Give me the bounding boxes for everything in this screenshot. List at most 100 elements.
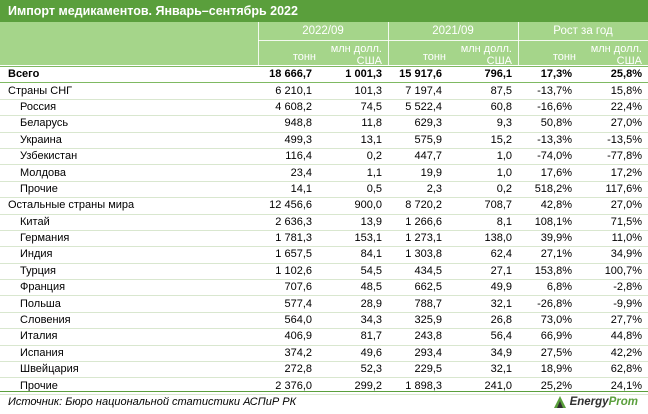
row-spacer <box>200 99 258 117</box>
cell-tonnes-2021: 15 917,6 <box>388 65 448 84</box>
row-spacer <box>200 328 258 346</box>
cell-usd-2022: 28,9 <box>318 295 388 313</box>
cell-growth-usd: -2,8% <box>578 279 648 297</box>
cell-usd-2022: 153,1 <box>318 230 388 248</box>
energyprom-logo: EnergyProm <box>553 394 638 410</box>
cell-tonnes-2022: 577,4 <box>258 295 318 313</box>
cell-usd-2021: 26,8 <box>448 312 518 330</box>
cell-tonnes-2021: 1 266,6 <box>388 214 448 231</box>
cell-usd-2022: 11,8 <box>318 115 388 133</box>
cell-growth-tonnes: 6,8% <box>518 279 578 297</box>
table-row: Словения 564,0 34,3 325,9 26,8 73,0% 27,7% <box>0 312 648 330</box>
row-label: Германия <box>0 230 200 248</box>
row-label: Беларусь <box>0 115 200 133</box>
cell-growth-usd: 42,2% <box>578 345 648 363</box>
cell-growth-tonnes: 153,8% <box>518 263 578 281</box>
cell-usd-2021: 34,9 <box>448 345 518 363</box>
row-label: Всего <box>0 65 200 84</box>
cell-usd-2022: 1 001,3 <box>318 65 388 84</box>
row-spacer <box>200 246 258 264</box>
cell-tonnes-2021: 447,7 <box>388 148 448 166</box>
cell-growth-usd: 100,7% <box>578 263 648 281</box>
cell-usd-2021: 241,0 <box>448 377 518 395</box>
cell-tonnes-2021: 1 273,1 <box>388 230 448 248</box>
cell-growth-tonnes: 66,9% <box>518 328 578 346</box>
cell-usd-2021: 60,8 <box>448 99 518 117</box>
table-row: Всего 18 666,7 1 001,3 15 917,6 796,1 17,3% 25… <box>0 65 648 84</box>
cell-usd-2021: 1,0 <box>448 148 518 166</box>
cell-tonnes-2022: 1 102,6 <box>258 263 318 281</box>
row-label: Прочие <box>0 377 200 395</box>
table-row: Италия 406,9 81,7 243,8 56,4 66,9% 44,8% <box>0 328 648 346</box>
row-spacer <box>200 164 258 182</box>
cell-tonnes-2021: 325,9 <box>388 312 448 330</box>
logo-text: EnergyProm <box>569 396 638 408</box>
table-row: Узбекистан 116,4 0,2 447,7 1,0 -74,0% -77,8% <box>0 148 648 166</box>
cell-growth-usd: 22,4% <box>578 99 648 117</box>
row-spacer <box>200 132 258 149</box>
row-spacer <box>200 295 258 313</box>
cell-growth-tonnes: 25,2% <box>518 377 578 395</box>
table-row: Германия 1 781,3 153,1 1 273,1 138,0 39,9% 11,… <box>0 230 648 248</box>
cell-growth-usd: -9,9% <box>578 295 648 313</box>
cell-growth-tonnes: 108,1% <box>518 214 578 231</box>
cell-tonnes-2022: 2 636,3 <box>258 214 318 231</box>
header-unit-tonnes: тонн <box>552 51 576 63</box>
cell-usd-2021: 56,4 <box>448 328 518 346</box>
cell-usd-2021: 32,1 <box>448 295 518 313</box>
cell-usd-2021: 27,1 <box>448 263 518 281</box>
cell-usd-2021: 15,2 <box>448 132 518 149</box>
cell-tonnes-2021: 229,5 <box>388 361 448 379</box>
cell-growth-tonnes: 27,1% <box>518 246 578 264</box>
row-spacer <box>200 82 258 100</box>
cell-tonnes-2022: 499,3 <box>258 132 318 149</box>
row-spacer <box>200 197 258 215</box>
cell-usd-2022: 49,6 <box>318 345 388 363</box>
row-spacer <box>200 230 258 248</box>
cell-growth-usd: 117,6% <box>578 181 648 199</box>
cell-usd-2022: 0,2 <box>318 148 388 166</box>
cell-usd-2021: 49,9 <box>448 279 518 297</box>
row-label: Франция <box>0 279 200 297</box>
header-group-2021: 2021/09 <box>432 25 474 37</box>
row-label: Польша <box>0 295 200 313</box>
cell-growth-tonnes: 73,0% <box>518 312 578 330</box>
cell-tonnes-2022: 18 666,7 <box>258 65 318 84</box>
table-row: Прочие 14,1 0,5 2,3 0,2 518,2% 117,6% <box>0 181 648 199</box>
cell-usd-2021: 708,7 <box>448 197 518 215</box>
cell-usd-2021: 62,4 <box>448 246 518 264</box>
row-label: Прочие <box>0 181 200 199</box>
table-row: Польша 577,4 28,9 788,7 32,1 -26,8% -9,9% <box>0 295 648 313</box>
cell-growth-tonnes: -13,7% <box>518 82 578 100</box>
cell-growth-tonnes: 17,6% <box>518 164 578 182</box>
cell-usd-2022: 34,3 <box>318 312 388 330</box>
cell-tonnes-2021: 8 720,2 <box>388 197 448 215</box>
header-unit-mln: млн долл. США <box>460 43 512 67</box>
cell-tonnes-2021: 629,3 <box>388 115 448 133</box>
header-unit-tonnes: тонн <box>292 51 316 63</box>
row-label: Китай <box>0 214 200 231</box>
cell-growth-usd: 27,0% <box>578 197 648 215</box>
cell-tonnes-2022: 374,2 <box>258 345 318 363</box>
row-label: Италия <box>0 328 200 346</box>
row-spacer <box>200 345 258 363</box>
cell-tonnes-2022: 406,9 <box>258 328 318 346</box>
cell-growth-usd: 62,8% <box>578 361 648 379</box>
cell-tonnes-2021: 662,5 <box>388 279 448 297</box>
cell-growth-usd: 44,8% <box>578 328 648 346</box>
row-label: Украина <box>0 132 200 149</box>
row-spacer <box>200 377 258 395</box>
row-spacer <box>200 181 258 199</box>
cell-usd-2022: 48,5 <box>318 279 388 297</box>
table-title: Импорт медикаментов. Январь–сентябрь 202… <box>8 4 298 18</box>
row-label: Узбекистан <box>0 148 200 166</box>
table-row: Швейцария 272,8 52,3 229,5 32,1 18,9% 62,8% <box>0 361 648 379</box>
cell-growth-usd: 11,0% <box>578 230 648 248</box>
cell-usd-2022: 299,2 <box>318 377 388 395</box>
table-row: Страны СНГ 6 210,1 101,3 7 197,4 87,5 -13,7% 1… <box>0 82 648 100</box>
cell-growth-usd: 34,9% <box>578 246 648 264</box>
cell-growth-usd: 24,1% <box>578 377 648 395</box>
row-spacer <box>200 65 258 84</box>
cell-usd-2022: 54,5 <box>318 263 388 281</box>
